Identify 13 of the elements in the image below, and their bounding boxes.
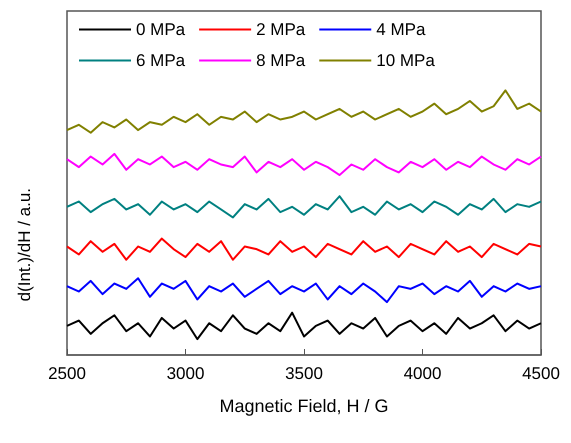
legend-label: 8 MPa	[256, 51, 306, 70]
legend-label: 6 MPa	[136, 51, 186, 70]
legend-label: 2 MPa	[256, 20, 306, 39]
legend-label: 4 MPa	[376, 20, 426, 39]
x-tick-label: 2500	[48, 364, 86, 383]
y-axis-title: d(Int.)/dH / a.u.	[15, 188, 34, 302]
legend-label: 10 MPa	[376, 51, 436, 70]
x-tick-label: 4000	[404, 364, 442, 383]
x-tick-label: 3500	[285, 364, 323, 383]
legend-label: 0 MPa	[136, 20, 186, 39]
x-axis-title: Magnetic Field, H / G	[219, 396, 389, 416]
x-tick-label: 3000	[166, 364, 204, 383]
x-tick-label: 4500	[522, 364, 560, 383]
